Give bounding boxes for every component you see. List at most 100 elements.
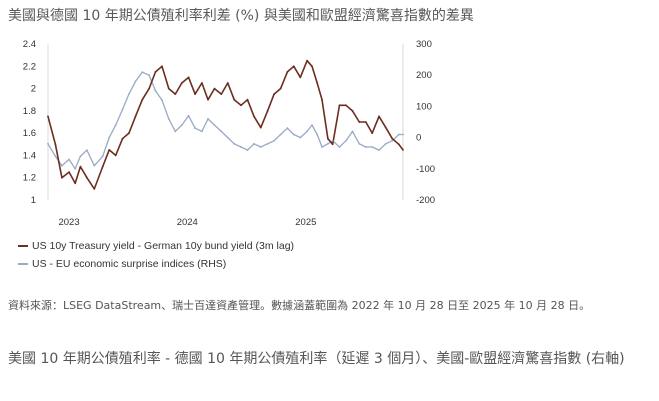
spread-point (174, 93, 177, 95)
surprise-point (134, 80, 137, 83)
surprise-point (259, 146, 262, 148)
spread-point (279, 87, 282, 90)
y-right-tick-label: 100 (416, 101, 432, 112)
surprise-point (128, 93, 130, 95)
y-left-tick-label: 2.4 (23, 39, 36, 50)
spread-point (299, 76, 302, 79)
spread-point (114, 154, 117, 157)
surprise-point (233, 142, 236, 145)
surprise-point (201, 130, 203, 133)
surprise-point (86, 149, 88, 151)
y-left-tick-label: 1.8 (23, 106, 36, 117)
legend-label-spread: US 10y Treasury yield - German 10y bund … (32, 240, 295, 252)
spread-point (391, 137, 394, 140)
spread-point (266, 110, 269, 112)
surprise-point (194, 127, 197, 130)
y-right-tick-label: -100 (416, 164, 435, 175)
chart-caption: 美國 10 年期公債殖利率 - 德國 10 年期公債殖利率（延遲 3 個月）、美… (8, 351, 625, 367)
y-left-tick-label: 1 (31, 195, 36, 206)
legend-swatch-spread (18, 245, 28, 248)
spread-point (246, 98, 249, 101)
spread-point (201, 82, 203, 84)
surprise-point (180, 124, 183, 126)
surprise-point (79, 155, 82, 158)
surprise-point (174, 130, 177, 133)
surprise-point (397, 133, 400, 136)
spread-point (74, 182, 77, 185)
legend-swatch-surprise (18, 263, 28, 266)
spread-point (54, 143, 57, 146)
surprise-point (246, 149, 249, 151)
y-left-tick-label: 1.2 (23, 173, 36, 184)
y-right-tick-label: 200 (416, 70, 432, 81)
spread-point (108, 149, 111, 151)
spread-point (161, 65, 163, 68)
legend-item-surprise: US - EU economic surprise indices (RHS) (18, 258, 226, 270)
surprise-point (364, 146, 367, 148)
surprise-point (114, 124, 117, 126)
spread-point (194, 93, 197, 95)
surprise-point (54, 155, 57, 158)
y-right-tick-label: -200 (416, 195, 435, 206)
surprise-point (141, 71, 144, 73)
spread-point (121, 137, 124, 140)
legend-item-spread: US 10y Treasury yield - German 10y bund … (18, 240, 294, 252)
x-tick-label: 2025 (295, 217, 316, 228)
surprise-point (61, 164, 63, 167)
x-tick-label: 2024 (177, 217, 198, 228)
spread-point (286, 71, 289, 73)
surprise-point (108, 136, 111, 139)
spread-point (321, 98, 323, 101)
spread-point (345, 104, 347, 107)
spread-point (128, 132, 130, 134)
spread-point (273, 93, 275, 95)
spread-point (134, 115, 137, 118)
spread-point (180, 82, 183, 84)
series-spread-line (47, 59, 404, 190)
surprise-point (358, 142, 361, 145)
spread-point (141, 98, 144, 101)
surprise-point (101, 155, 104, 158)
y-left-tick-label: 2 (31, 84, 36, 95)
surprise-point (68, 158, 70, 161)
spread-point (167, 87, 170, 90)
surprise-point (220, 130, 223, 133)
surprise-point (311, 124, 313, 126)
spread-point (61, 176, 63, 179)
spread-point (292, 65, 295, 68)
y-left-tick-label: 1.4 (23, 150, 36, 161)
surprise-point (391, 139, 394, 142)
surprise-point (371, 146, 374, 148)
chart-title: 美國與德國 10 年期公債殖利率利差 (%) 與美國和歐盟經濟驚喜指數的差異 (8, 8, 474, 24)
spread-point (378, 115, 380, 118)
spread-point (253, 115, 255, 118)
surprise-point (292, 133, 295, 136)
spread-point (351, 110, 354, 112)
spread-point (358, 121, 361, 123)
surprise-point (299, 136, 302, 139)
spread-point (371, 132, 374, 134)
surprise-point (47, 142, 49, 145)
spread-point (154, 71, 157, 73)
y-left-tick-label: 1.6 (23, 128, 36, 139)
spread-point (207, 98, 209, 101)
spread-point (101, 165, 104, 168)
surprise-point (167, 118, 170, 120)
spread-point (233, 98, 236, 101)
spread-point (86, 176, 88, 179)
spread-point (397, 143, 400, 146)
line-chart: 11.21.41.61.822.22.4 -200-1000100200300 … (23, 39, 435, 228)
y-right-tick-label: 0 (416, 133, 421, 144)
surprise-point (266, 142, 269, 145)
surprise-point (327, 142, 329, 145)
y-left-tick-label: 2.2 (23, 61, 36, 72)
spread-point (240, 104, 242, 107)
spread-point (93, 188, 96, 190)
surprise-point (226, 136, 229, 139)
spread-point (311, 65, 313, 68)
surprise-point (402, 133, 404, 136)
surprise-point (253, 142, 255, 145)
spread-point (306, 59, 308, 62)
surprise-point (338, 146, 341, 148)
spread-point (220, 93, 223, 95)
